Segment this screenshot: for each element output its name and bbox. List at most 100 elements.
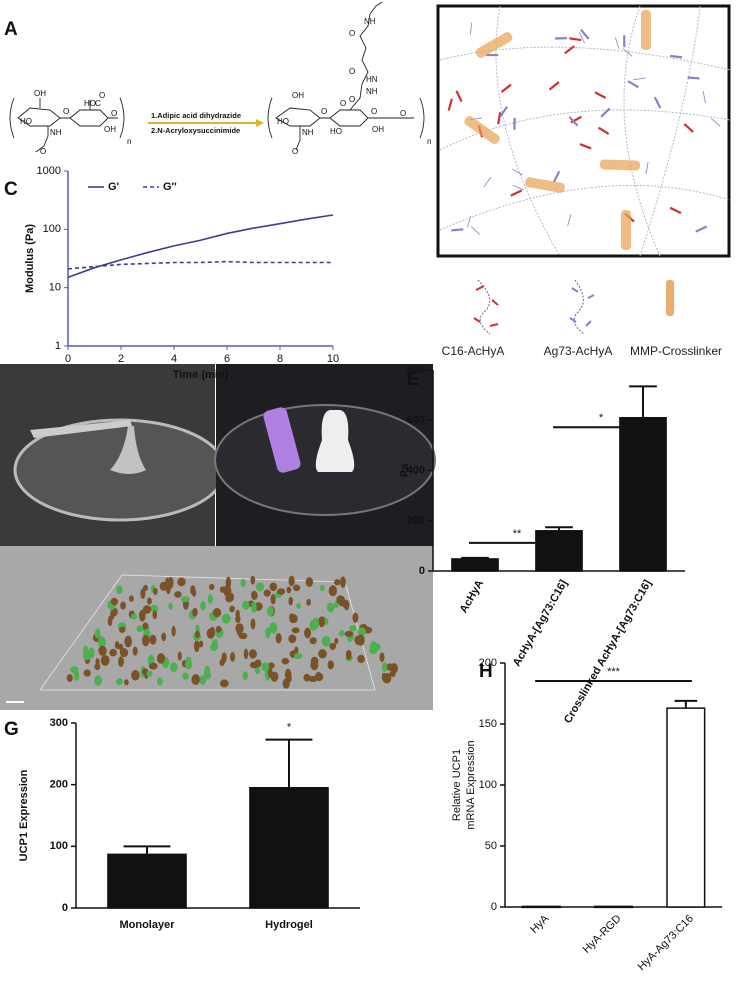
cell xyxy=(243,648,249,660)
cell xyxy=(382,672,392,684)
y-tick-label: 1 xyxy=(55,340,61,352)
error-bar xyxy=(265,738,313,788)
cell xyxy=(215,625,222,633)
cell xyxy=(255,582,265,592)
polymer-mark xyxy=(702,91,706,103)
atom-label: O xyxy=(349,95,355,104)
polymer-mark xyxy=(645,161,649,174)
cell xyxy=(182,672,189,680)
polymer-mark xyxy=(579,143,592,150)
panel-label: A xyxy=(4,19,18,40)
polymer-mark xyxy=(497,112,502,125)
cell xyxy=(379,652,385,663)
cells xyxy=(66,575,398,689)
fiber xyxy=(495,5,561,257)
polymer-mark xyxy=(564,45,575,55)
atom-label: HO xyxy=(277,117,289,126)
fiber xyxy=(639,5,701,257)
polymer-mark xyxy=(653,96,662,109)
y-tick-label: 300 xyxy=(50,717,68,729)
cell xyxy=(242,671,248,680)
polymer-mark xyxy=(483,176,492,188)
legend-icon xyxy=(477,279,491,335)
cell xyxy=(235,615,241,624)
network xyxy=(439,5,731,257)
reagent: 1.Adipic acid dihydrazide xyxy=(151,111,241,120)
polymer-mark xyxy=(687,76,700,80)
cell xyxy=(194,630,200,639)
error-bar xyxy=(123,845,171,855)
atom-label: NH xyxy=(366,87,378,96)
fiber xyxy=(439,185,731,231)
cell xyxy=(153,587,158,595)
polymer-mark xyxy=(594,91,607,99)
cell xyxy=(116,678,123,686)
cell xyxy=(83,669,91,677)
polymer-mark xyxy=(568,116,579,127)
significance: ** xyxy=(513,528,522,540)
polymer-mark xyxy=(669,206,682,215)
cell xyxy=(277,588,286,595)
cell xyxy=(336,595,344,605)
cell xyxy=(270,671,279,682)
cell xyxy=(209,643,219,651)
cell xyxy=(289,613,294,620)
y-tick-label: 0 xyxy=(62,902,68,914)
crosslinker xyxy=(641,10,651,50)
x-tick-label: 2 xyxy=(118,353,124,365)
y-tick-label: 100 xyxy=(43,223,61,235)
atom-label: n xyxy=(427,137,431,146)
cell xyxy=(107,615,113,627)
cell xyxy=(369,641,378,653)
series-line xyxy=(67,260,333,270)
cell xyxy=(94,663,101,671)
y-tick-label: 600 xyxy=(407,414,425,426)
panel-label: G xyxy=(4,719,19,740)
atom-label: O xyxy=(292,147,298,156)
cell xyxy=(136,625,144,633)
polymer-mark xyxy=(633,77,646,81)
cell xyxy=(229,652,236,662)
bar xyxy=(521,905,561,909)
cell xyxy=(229,605,235,613)
cell xyxy=(321,635,331,647)
cell xyxy=(223,585,232,597)
x-axis-label: Time (min) xyxy=(173,369,229,381)
axis xyxy=(67,171,333,347)
polymer-mark xyxy=(710,117,721,127)
y-tick-label: 800 xyxy=(407,364,425,376)
atom-label: O xyxy=(340,99,346,108)
cell xyxy=(242,600,250,610)
cell xyxy=(357,654,365,664)
cell xyxy=(73,671,80,681)
significance: * xyxy=(287,722,292,734)
y-tick-label: 100 xyxy=(479,779,497,791)
gel xyxy=(110,426,146,474)
x-tick-label: Hydrogel xyxy=(265,919,313,931)
y-tick-label: 150 xyxy=(479,718,497,730)
cell xyxy=(263,589,271,597)
cell xyxy=(266,606,274,617)
legend-icon xyxy=(666,280,674,316)
legend-label: C16-AcHyA xyxy=(442,344,505,358)
cell xyxy=(100,655,110,666)
cell xyxy=(219,658,225,667)
legend-icon xyxy=(573,279,585,335)
cell xyxy=(334,601,339,609)
legend-label: Ag73-AcHyA xyxy=(544,344,613,358)
y-axis-label: UCP1 Expression xyxy=(18,769,30,861)
cell xyxy=(293,653,303,660)
y-axis-label: mRNA Expression xyxy=(465,740,477,829)
cell xyxy=(118,643,124,651)
y-axis-label: Pa xyxy=(399,463,411,477)
legend-icon xyxy=(569,287,595,327)
bar xyxy=(535,530,583,572)
polymer-mark xyxy=(597,126,610,135)
cell xyxy=(198,640,204,648)
cell xyxy=(315,671,321,680)
gel xyxy=(315,410,355,472)
cell xyxy=(318,649,327,659)
cell xyxy=(352,612,359,623)
atom-label: O xyxy=(349,67,355,76)
